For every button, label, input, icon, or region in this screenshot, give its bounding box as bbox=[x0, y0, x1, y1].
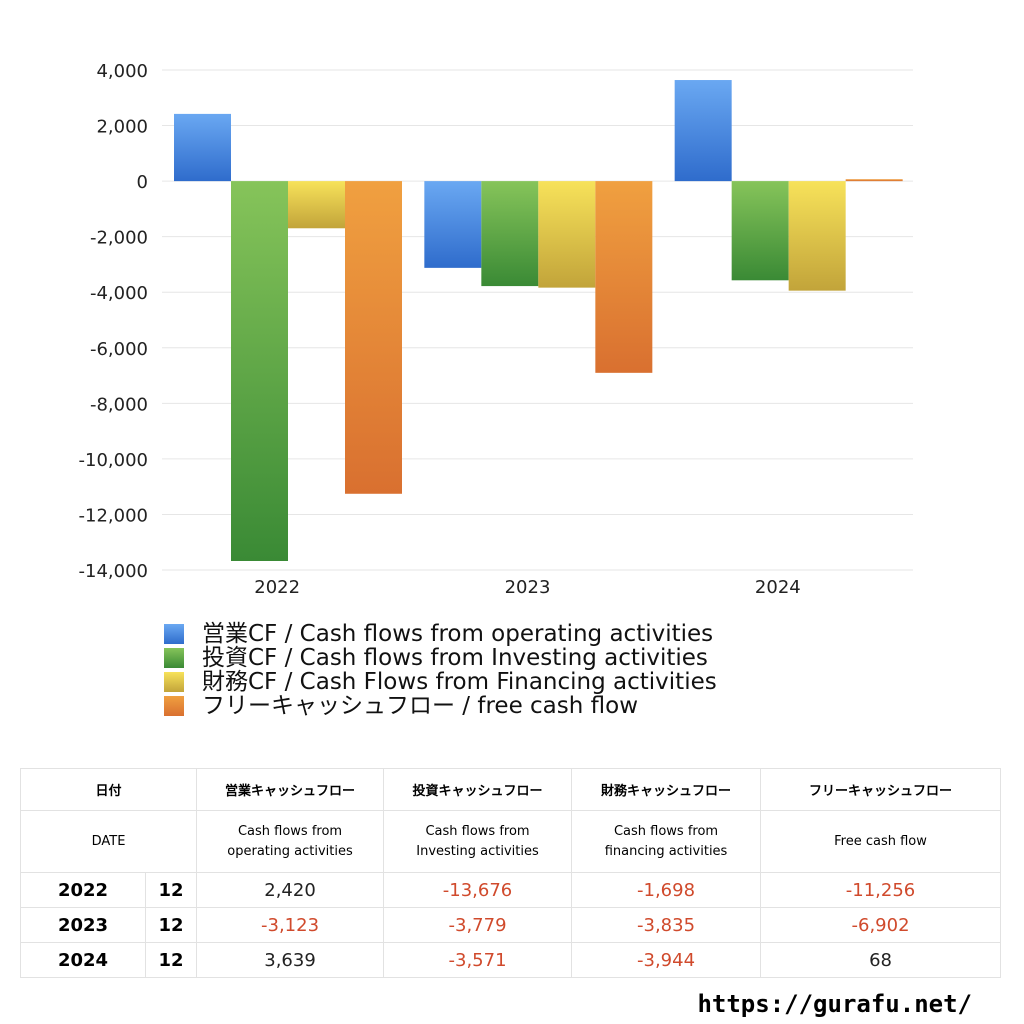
financing-cell: -1,698 bbox=[571, 872, 762, 908]
x-tick-label-2024: 2024 bbox=[755, 577, 801, 598]
legend-item-free: フリーキャッシュフロー / free cash flow bbox=[164, 694, 717, 718]
header-operating-ja: 営業キャッシュフロー bbox=[196, 768, 385, 811]
investing-cell: -3,571 bbox=[383, 942, 573, 978]
legend-swatch-financing bbox=[164, 672, 184, 692]
header-financing-ja: 財務キャッシュフロー bbox=[571, 768, 762, 811]
chart-legend: 営業CF / Cash flows from operating activit… bbox=[164, 622, 717, 718]
legend-swatch-investing bbox=[164, 648, 184, 668]
free-cell: -6,902 bbox=[760, 907, 1002, 943]
financing-cell: -3,835 bbox=[571, 907, 762, 943]
bar-2023-series-3 bbox=[595, 181, 653, 373]
free-cell: -11,256 bbox=[760, 872, 1002, 908]
header-operating-en: Cash flows from operating activities bbox=[196, 810, 385, 873]
legend-label-investing: 投資CF / Cash flows from Investing activit… bbox=[202, 645, 708, 671]
header-date-en: DATE bbox=[19, 810, 198, 873]
bar-2024-series-2 bbox=[788, 181, 846, 291]
cash-flow-table: 日付 営業キャッシュフロー 投資キャッシュフロー 財務キャッシュフロー フリーキ… bbox=[19, 768, 1002, 978]
bar-2023-series-0 bbox=[424, 181, 482, 268]
legend-swatch-operating bbox=[164, 624, 184, 644]
header-financing-en-line1: Cash flows from bbox=[613, 823, 719, 839]
x-tick-label-2023: 2023 bbox=[505, 577, 551, 598]
legend-item-financing: 財務CF / Cash Flows from Financing activit… bbox=[164, 670, 717, 694]
header-free-en: Free cash flow bbox=[760, 810, 1002, 873]
month-cell: 12 bbox=[144, 942, 198, 978]
bars bbox=[174, 80, 903, 561]
table-row: 2024 12 3,639 -3,571 -3,944 68 bbox=[20, 942, 1002, 978]
operating-cell: -3,123 bbox=[196, 907, 385, 943]
month-cell: 12 bbox=[144, 907, 198, 943]
legend-label-operating: 営業CF / Cash flows from operating activit… bbox=[202, 621, 714, 647]
header-free-ja: フリーキャッシュフロー bbox=[760, 768, 1002, 811]
header-operating-en-line2: operating activities bbox=[227, 843, 353, 859]
legend-item-operating: 営業CF / Cash flows from operating activit… bbox=[164, 622, 717, 646]
bar-2023-series-2 bbox=[538, 181, 596, 288]
bar-2024-series-3 bbox=[845, 179, 903, 182]
header-investing-en-line2: Investing activities bbox=[416, 843, 539, 859]
legend-swatch-free bbox=[164, 696, 184, 716]
bar-2022-series-0 bbox=[174, 113, 231, 182]
y-tick-label: 2,000 bbox=[96, 117, 148, 138]
operating-cell: 3,639 bbox=[196, 942, 385, 978]
header-operating-en-line1: Cash flows from bbox=[237, 823, 343, 839]
financing-cell: -3,944 bbox=[571, 942, 762, 978]
y-tick-label: 0 bbox=[137, 172, 148, 193]
y-tick-label: -8,000 bbox=[90, 394, 148, 415]
investing-cell: -3,779 bbox=[383, 907, 573, 943]
table-row: 2023 12 -3,123 -3,779 -3,835 -6,902 bbox=[20, 907, 1002, 943]
site-url[interactable]: https://gurafu.net/ bbox=[697, 990, 972, 1018]
y-tick-label: -14,000 bbox=[79, 561, 148, 582]
cash-flow-bar-chart: 4,000 2,000 0 -2,000 -4,000 -6,000 -8,000 -10,0… bbox=[79, 61, 913, 598]
x-axis-tick-labels: 2022 2023 2024 bbox=[254, 577, 800, 598]
header-financing-en-line2: financing activities bbox=[604, 843, 728, 859]
table-header-ja-row: 日付 営業キャッシュフロー 投資キャッシュフロー 財務キャッシュフロー フリーキ… bbox=[19, 768, 1002, 811]
table-header-en-row: DATE Cash flows from operating activitie… bbox=[19, 810, 1002, 873]
operating-cell: 2,420 bbox=[196, 872, 385, 908]
header-investing-en-line1: Cash flows from bbox=[425, 823, 530, 839]
y-tick-label: -6,000 bbox=[90, 339, 148, 360]
investing-cell: -13,676 bbox=[383, 872, 573, 908]
bar-2022-series-2 bbox=[288, 181, 345, 229]
free-cell: 68 bbox=[760, 942, 1002, 978]
bar-2022-series-3 bbox=[345, 181, 402, 494]
legend-item-investing: 投資CF / Cash flows from Investing activit… bbox=[164, 646, 717, 670]
header-date-ja: 日付 bbox=[19, 768, 198, 811]
header-investing-en: Cash flows from Investing activities bbox=[383, 810, 573, 873]
y-tick-label: -10,000 bbox=[79, 450, 148, 471]
bar-2024-series-0 bbox=[674, 80, 732, 182]
bar-2022-series-1 bbox=[231, 181, 288, 561]
bar-2024-series-1 bbox=[731, 181, 789, 281]
y-tick-label: -2,000 bbox=[90, 228, 148, 249]
year-cell: 2023 bbox=[20, 907, 146, 943]
year-cell: 2022 bbox=[20, 872, 146, 908]
header-investing-ja: 投資キャッシュフロー bbox=[383, 768, 573, 811]
y-axis-tick-labels: 4,000 2,000 0 -2,000 -4,000 -6,000 -8,000 -10,0… bbox=[79, 61, 148, 582]
x-tick-label-2022: 2022 bbox=[254, 577, 300, 598]
y-tick-label: -4,000 bbox=[90, 283, 148, 304]
y-tick-label: -12,000 bbox=[79, 505, 148, 526]
year-cell: 2024 bbox=[20, 942, 146, 978]
y-tick-label: 4,000 bbox=[96, 61, 148, 82]
table-row: 2022 12 2,420 -13,676 -1,698 -11,256 bbox=[20, 872, 1002, 908]
month-cell: 12 bbox=[144, 872, 198, 908]
header-financing-en: Cash flows from financing activities bbox=[571, 810, 762, 873]
legend-label-financing: 財務CF / Cash Flows from Financing activit… bbox=[202, 669, 717, 695]
bar-2023-series-1 bbox=[481, 181, 539, 287]
legend-label-free: フリーキャッシュフロー / free cash flow bbox=[202, 693, 639, 719]
